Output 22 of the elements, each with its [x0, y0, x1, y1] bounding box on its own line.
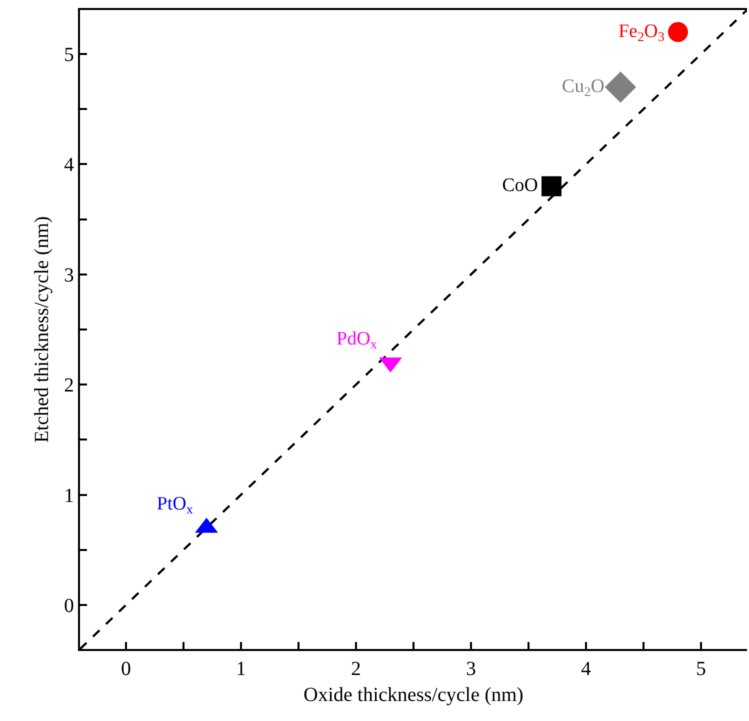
y-tick-label: 1	[64, 484, 74, 507]
point	[604, 72, 636, 103]
series-label: PdO$_{x}$	[336, 328, 378, 352]
x-tick-label: 5	[696, 658, 706, 680]
series-label: CoO	[502, 175, 538, 196]
series-label: Cu$_{2}$O	[562, 76, 604, 99]
y-tick-label: 2	[64, 374, 74, 397]
point	[668, 22, 688, 42]
x-tick-label: 0	[121, 658, 131, 680]
x-tick-label: 1	[236, 658, 246, 680]
y-tick-label: 0	[64, 594, 74, 617]
x-tick-label: 2	[351, 658, 361, 680]
x-tick-label: 4	[581, 658, 591, 680]
y-axis-title: Etched thickness/cycle (nm)	[31, 216, 53, 443]
y-tick-label: 5	[64, 44, 74, 66]
series-label: PtO$_{x}$	[156, 494, 194, 517]
series-label: Fe$_{2}$O$_{3}$	[618, 20, 665, 44]
y-tick-label: 3	[64, 264, 74, 286]
point	[542, 176, 562, 196]
x-axis-title: Oxide thickness/cycle (nm)	[304, 684, 524, 706]
y-tick-label: 4	[64, 154, 74, 176]
x-tick-label: 3	[466, 658, 476, 680]
